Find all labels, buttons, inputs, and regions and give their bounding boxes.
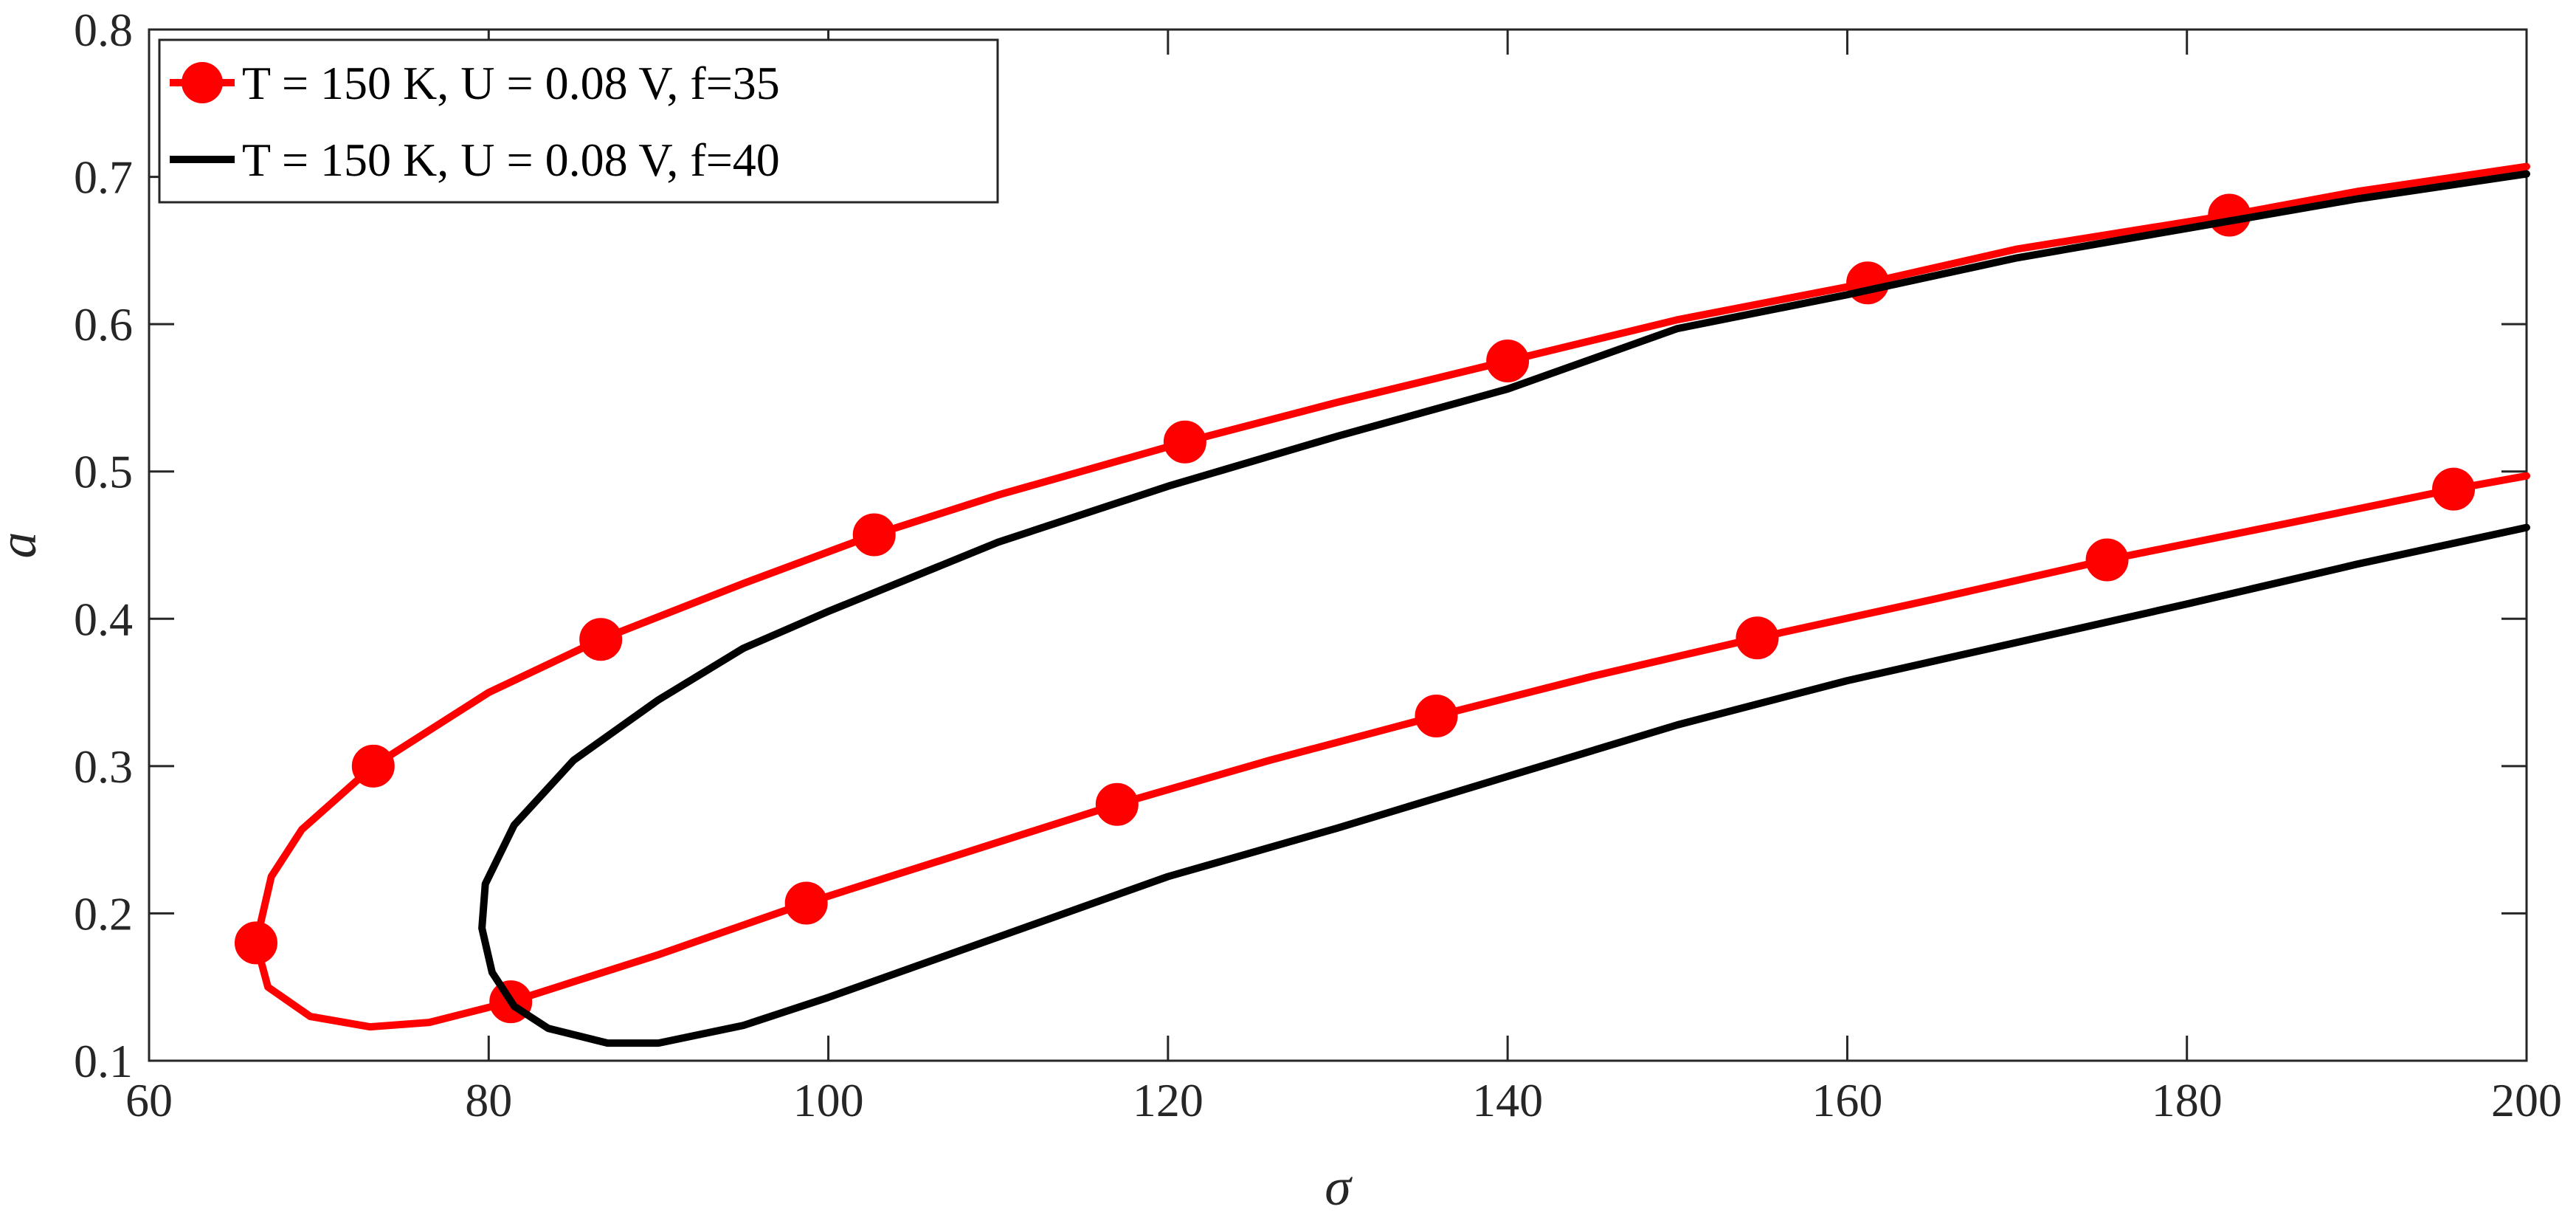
series-1-marker [2085,538,2129,582]
legend-label: T = 150 K, U = 0.08 V, f=35 [242,57,780,109]
series-layer [234,162,2530,1047]
series-1-marker [1095,782,1139,826]
series-1-marker [1736,616,1779,660]
plot-frame [148,28,2528,1062]
series-1-marker [1486,340,1530,383]
y-axis-label: a [0,532,47,559]
series-1-marker [1415,695,1458,738]
x-tick-label: 120 [1133,1074,1204,1126]
series-1-marker [579,618,623,661]
series-1-marker [351,744,395,788]
y-tick-label: 0.8 [74,4,133,56]
x-tick-label: 200 [2491,1074,2562,1126]
y-tick-label: 0.7 [74,151,133,204]
series-line-1 [252,162,2530,1031]
axes: 60 80 100 120 140 160 180 200 0.1 0.2 0.3 0.4 0.5 0.6… [0,4,2562,1215]
y-tick-label: 0.5 [74,446,133,498]
x-tick-label: 60 [125,1074,173,1126]
x-tick-label: 180 [2152,1074,2223,1126]
x-tick-label: 80 [465,1074,512,1126]
legend: T = 150 K, U = 0.08 V, f=35 T = 150 K, U … [158,38,999,204]
y-tick-label: 0.3 [74,740,133,793]
series-1-marker [234,921,277,965]
x-axis-label: σ [1325,1157,1353,1215]
series-1-marker [1846,261,1890,305]
legend-swatch-marker [182,62,223,103]
series-1-marker [1163,420,1206,464]
y-tick-label: 0.1 [74,1035,133,1087]
x-tick-label: 140 [1472,1074,1543,1126]
y-tick-label: 0.6 [74,298,133,351]
legend-box [158,38,999,204]
series-line-2 [478,170,2530,1047]
y-tick-label: 0.4 [74,593,133,645]
y-tick-label: 0.2 [74,887,133,940]
x-tick-label: 160 [1812,1074,1882,1126]
series-1-marker [852,513,896,557]
x-tick-label: 100 [793,1074,864,1126]
series-1-marker [784,881,828,925]
series-1-marker [2432,467,2476,511]
legend-label: T = 150 K, U = 0.08 V, f=40 [242,134,780,186]
